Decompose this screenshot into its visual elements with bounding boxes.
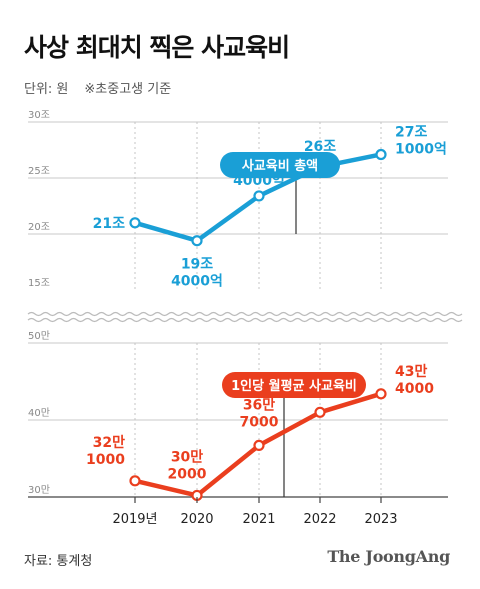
y-tick-label: 30만 — [28, 484, 50, 496]
data-label: 19조 4000억 — [171, 257, 223, 290]
legend-label: 1인당 월평균 사교육비 — [231, 378, 357, 394]
axis-break-line — [27, 311, 463, 317]
axis-break-line — [27, 317, 463, 323]
legend-badge — [220, 152, 340, 178]
data-label: 27조 1000억 — [395, 124, 447, 157]
data-point — [129, 475, 141, 487]
y-tick-label: 50만 — [28, 330, 50, 342]
legend-label: 사교육비 총액 — [242, 158, 318, 174]
data-label: 21조 — [93, 216, 125, 232]
x-tick-label: 2019년 — [112, 512, 157, 527]
page-title: 사상 최대치 찍은 사교육비 — [24, 33, 290, 62]
source-label: 자료: 통계청 — [24, 554, 93, 569]
data-point — [314, 406, 326, 418]
data-label: 26조 — [304, 139, 336, 155]
x-tick-label: 2023 — [364, 512, 397, 527]
y-tick-label: 20조 — [28, 222, 50, 233]
y-tick-label: 30조 — [28, 110, 50, 121]
x-tick-label: 2020 — [180, 512, 213, 527]
basis-note: ※초중고생 기준 — [84, 82, 172, 97]
data-label: 43만 4000 — [395, 364, 434, 397]
legend-badge — [222, 372, 366, 398]
data-label: 30만 2000 — [168, 449, 207, 482]
data-point — [253, 190, 265, 202]
brand-logo: The JoongAng — [327, 547, 450, 566]
data-point — [375, 388, 387, 400]
x-tick-label: 2021 — [242, 512, 275, 527]
unit-label: 단위: 원 — [24, 82, 69, 97]
data-point — [253, 439, 265, 452]
data-point — [191, 235, 203, 247]
y-tick-label: 15조 — [28, 278, 50, 289]
y-tick-label: 25조 — [28, 166, 50, 177]
data-label: 36만 7000 — [240, 397, 279, 430]
data-point — [129, 217, 141, 229]
data-label: 32만 1000 — [86, 435, 125, 468]
y-tick-label: 40만 — [28, 407, 50, 419]
data-point — [375, 148, 387, 161]
x-tick-label: 2022 — [303, 512, 336, 527]
unit-note: 단위: 원 ※초중고생 기준 — [24, 78, 171, 97]
